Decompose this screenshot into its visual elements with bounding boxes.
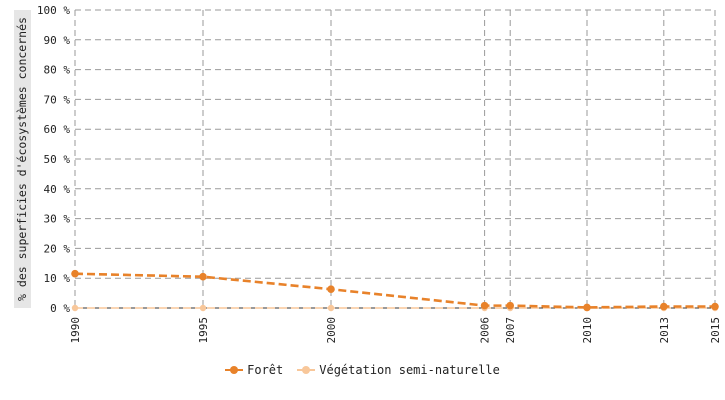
grid xyxy=(74,9,716,308)
data-point-foret[interactable] xyxy=(199,272,207,281)
legend-label-vegetation: Végétation semi-naturelle xyxy=(319,363,500,377)
y-tick-label: 70 % xyxy=(44,93,71,106)
series-line-foret xyxy=(74,272,715,309)
legend-item-vegetation[interactable]: Végétation semi-naturelle xyxy=(297,363,500,377)
x-tick-label: 2000 xyxy=(325,317,338,344)
data-point-vegetation[interactable] xyxy=(199,304,207,312)
y-tick-label: 20 % xyxy=(44,242,71,255)
data-point-foret[interactable] xyxy=(506,301,514,310)
y-tick-label: 60 % xyxy=(44,123,71,136)
x-tick-label: 2006 xyxy=(479,317,492,344)
data-point-foret[interactable] xyxy=(480,301,489,310)
legend-item-foret[interactable]: Forêt xyxy=(225,363,283,377)
x-tick-label: 2013 xyxy=(658,317,671,344)
x-tick-label: 2015 xyxy=(709,317,722,344)
data-point-vegetation[interactable] xyxy=(71,304,79,312)
x-tick-label: 2007 xyxy=(504,317,517,344)
y-axis-ticks: 0 % 10 % 20 % 30 % 40 % 50 % 60 % 70 % 80 % 90 % 1… xyxy=(37,4,70,315)
y-tick-label: 30 % xyxy=(44,213,71,226)
y-tick-label: 10 % xyxy=(44,272,71,285)
legend-swatch-foret xyxy=(225,365,244,375)
series-group xyxy=(71,269,719,312)
data-point-foret[interactable] xyxy=(327,285,335,294)
data-point-foret[interactable] xyxy=(71,269,79,278)
x-axis-ticks: 1990 1995 2000 2006 2007 2010 2013 2015 xyxy=(69,317,722,344)
data-point-vegetation[interactable] xyxy=(327,304,335,312)
y-tick-label: 50 % xyxy=(44,153,71,166)
legend-swatch-vegetation xyxy=(297,365,316,375)
y-axis-label-background xyxy=(14,10,31,308)
y-axis-label: % des superficies d'écosystèmes concerné… xyxy=(15,17,29,301)
y-tick-label: 40 % xyxy=(44,183,71,196)
y-tick-label: 100 % xyxy=(37,4,70,17)
data-point-foret[interactable] xyxy=(711,302,719,311)
data-point-foret[interactable] xyxy=(583,303,591,312)
y-tick-label: 90 % xyxy=(44,34,71,47)
legend-label-foret: Forêt xyxy=(247,363,284,377)
x-tick-label: 1990 xyxy=(69,317,82,344)
x-tick-label: 2010 xyxy=(581,317,594,344)
data-point-foret[interactable] xyxy=(660,302,668,311)
legend: Forêt Végétation semi-naturelle xyxy=(0,360,725,380)
y-tick-label: 0 % xyxy=(50,302,70,315)
y-tick-label: 80 % xyxy=(44,64,71,77)
x-tick-label: 1995 xyxy=(197,317,210,344)
